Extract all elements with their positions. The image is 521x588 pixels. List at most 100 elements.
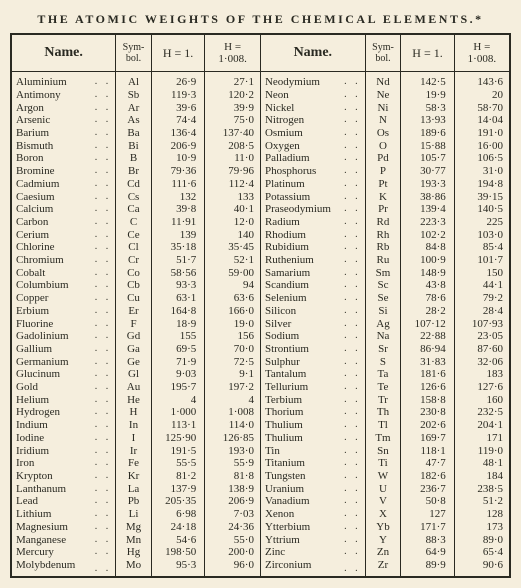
cell-sym: I [116, 432, 152, 445]
cell-sym: F [116, 318, 152, 331]
cell-name: Glucinum. . [11, 368, 116, 381]
cell-h1008: 59·00 [205, 267, 261, 280]
cell-h1: 89·9 [401, 559, 454, 577]
cell-h1008: 96·0 [205, 559, 261, 577]
cell-h1: 93·3 [151, 279, 204, 292]
cell-sym: Ru [365, 254, 401, 267]
cell-h1: 164·8 [151, 305, 204, 318]
cell-h1: 50·8 [401, 495, 454, 508]
cell-name: Terbium. . [260, 394, 365, 407]
cell-sym: Se [365, 292, 401, 305]
cell-sym: Br [116, 165, 152, 178]
cell-h1008: 1·008 [205, 406, 261, 419]
table-row: Germanium. .Ge71·972·5Sulphur. .S31·8332… [11, 356, 510, 369]
table-row: Bismuth. .Bi206·9208·5Oxygen. .O15·8816·… [11, 140, 510, 153]
cell-h1: 78·6 [401, 292, 454, 305]
cell-h1008: 90·6 [454, 559, 510, 577]
cell-sym: Ce [116, 229, 152, 242]
table-row: Argon. .Ar39·639·9Nickel. .Ni58·358·70 [11, 102, 510, 115]
cell-name: Lithium. . [11, 508, 116, 521]
cell-name: Yttrium. . [260, 534, 365, 547]
page-title: THE ATOMIC WEIGHTS OF THE CHEMICAL ELEME… [10, 12, 511, 27]
cell-h1: 119·3 [151, 89, 204, 102]
table-row: Gold. .Au195·7197·2Tellurium. .Te126·612… [11, 381, 510, 394]
cell-name: Iridium. . [11, 445, 116, 458]
cell-name: Gallium. . [11, 343, 116, 356]
cell-name: Chromium. . [11, 254, 116, 267]
cell-sym: B [116, 152, 152, 165]
cell-sym: Zn [365, 546, 401, 559]
table-row: Calcium. .Ca39·840·1Praseodymium. .Pr139… [11, 203, 510, 216]
cell-sym: P [365, 165, 401, 178]
cell-sym: Sm [365, 267, 401, 280]
cell-h1: 100·9 [401, 254, 454, 267]
cell-sym: Bi [116, 140, 152, 153]
cell-h1: 13·93 [401, 114, 454, 127]
cell-h1: 158·8 [401, 394, 454, 407]
table-row: Barium. .Ba136·4137·40Osmium. .Os189·619… [11, 127, 510, 140]
cell-h1: 38·86 [401, 191, 454, 204]
cell-name: Nickel. . [260, 102, 365, 115]
cell-h1008: 39·9 [205, 102, 261, 115]
cell-name: Indium. . [11, 419, 116, 432]
cell-h1008: 23·05 [454, 330, 510, 343]
cell-h1: 139·4 [401, 203, 454, 216]
cell-h1008: 58·70 [454, 102, 510, 115]
table-row: Cobalt. .Co58·5659·00Samarium. .Sm148·91… [11, 267, 510, 280]
cell-h1: 182·6 [401, 470, 454, 483]
cell-name: Gold. . [11, 381, 116, 394]
table-row: Cerium. .Ce139140Rhodium. .Rh102·2103·0 [11, 229, 510, 242]
elements-table: Name. Sym-bol. H = 1. H =1·008. Name. Sy… [10, 33, 511, 578]
cell-h1: 127 [401, 508, 454, 521]
cell-h1: 54·6 [151, 534, 204, 547]
col-h1-right: H = 1. [401, 34, 454, 72]
cell-h1008: 114·0 [205, 419, 261, 432]
cell-sym: Cs [116, 191, 152, 204]
table-row: Lanthanum. .La137·9138·9Uranium. .U236·7… [11, 483, 510, 496]
cell-name: Aluminium. . [11, 72, 116, 89]
cell-h1008: 128 [454, 508, 510, 521]
col-h1-left: H = 1. [151, 34, 204, 72]
cell-h1: 18·9 [151, 318, 204, 331]
cell-name: Bromine. . [11, 165, 116, 178]
cell-h1008: 126·85 [205, 432, 261, 445]
cell-name: Silicon. . [260, 305, 365, 318]
cell-name: Columbium. . [11, 279, 116, 292]
cell-name: Helium. . [11, 394, 116, 407]
cell-name: Cerium. . [11, 229, 116, 242]
cell-sym: H [116, 406, 152, 419]
cell-sym: Rb [365, 241, 401, 254]
cell-sym: Pb [116, 495, 152, 508]
cell-sym: Ta [365, 368, 401, 381]
cell-h1: 43·8 [401, 279, 454, 292]
cell-name: Rubidium. . [260, 241, 365, 254]
cell-h1: 58·3 [401, 102, 454, 115]
cell-name: Fluorine. . [11, 318, 116, 331]
table-row: Fluorine. .F18·919·0Silver. .Ag107·12107… [11, 318, 510, 331]
cell-h1: 81·2 [151, 470, 204, 483]
cell-h1: 51·7 [151, 254, 204, 267]
cell-name: Gadolinium. . [11, 330, 116, 343]
table-row: Boron. .B10·911·0Palladium. .Pd105·7106·… [11, 152, 510, 165]
cell-name: Vanadium. . [260, 495, 365, 508]
cell-h1: 4 [151, 394, 204, 407]
cell-h1: 125·90 [151, 432, 204, 445]
cell-h1008: 137·40 [205, 127, 261, 140]
cell-name: Chlorine. . [11, 241, 116, 254]
cell-h1: 191·5 [151, 445, 204, 458]
cell-sym: Y [365, 534, 401, 547]
cell-name: Manganese. . [11, 534, 116, 547]
cell-h1: 113·1 [151, 419, 204, 432]
cell-name: Xenon. . [260, 508, 365, 521]
cell-sym: Gl [116, 368, 152, 381]
cell-h1008: 14·04 [454, 114, 510, 127]
cell-name: Tungsten. . [260, 470, 365, 483]
cell-sym: Al [116, 72, 152, 89]
cell-h1008: 156 [205, 330, 261, 343]
cell-name: Uranium. . [260, 483, 365, 496]
cell-h1008: 120·2 [205, 89, 261, 102]
cell-name: Erbium. . [11, 305, 116, 318]
cell-sym: Pt [365, 178, 401, 191]
cell-name: Ruthenium. . [260, 254, 365, 267]
cell-h1008: 72·5 [205, 356, 261, 369]
